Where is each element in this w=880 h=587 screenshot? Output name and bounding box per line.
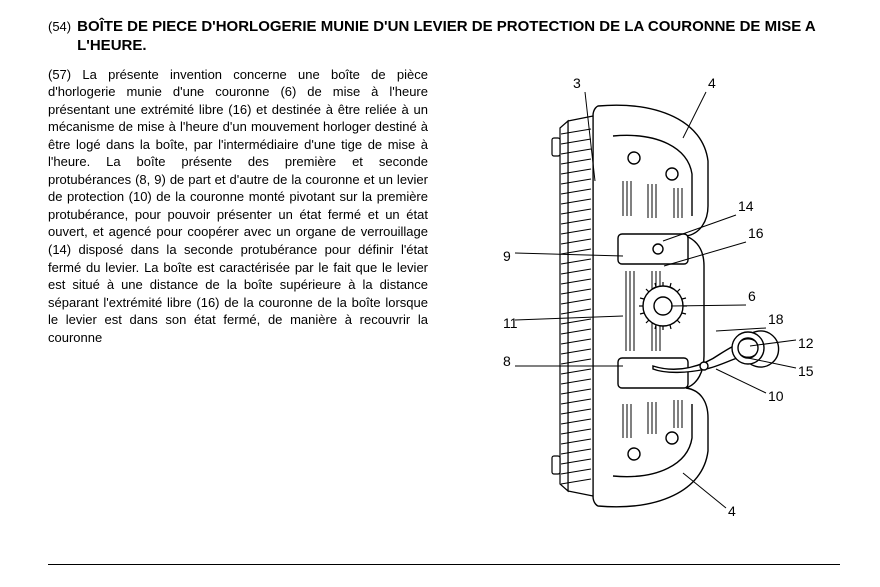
- abstract-text: (57) La présente invention concerne une …: [48, 66, 428, 347]
- title-text: BOÎTE DE PIECE D'HORLOGERIE MUNIE D'UN L…: [77, 18, 840, 56]
- title-row: (54) BOÎTE DE PIECE D'HORLOGERIE MUNIE D…: [48, 18, 840, 56]
- ref-label-4: 4: [728, 503, 736, 519]
- abstract-body: La présente invention concerne une boîte…: [48, 67, 428, 345]
- ref-label-11: 11: [503, 315, 518, 331]
- ref-label-9: 9: [503, 248, 511, 264]
- ref-label-8: 8: [503, 353, 511, 369]
- abstract-prefix: (57): [48, 67, 71, 82]
- patent-figure: 3 4 14 16 9 6 11 18 8 12 15 10 4: [428, 66, 840, 546]
- title-prefix: (54): [48, 18, 71, 34]
- separator-line: [48, 564, 840, 565]
- ref-label-15: 15: [798, 363, 814, 379]
- ref-label-6: 6: [748, 288, 756, 304]
- figure-svg: 3 4 14 16 9 6 11 18 8 12 15 10 4: [448, 66, 828, 536]
- ref-label-16: 16: [748, 225, 764, 241]
- ref-label-14: 14: [738, 198, 754, 214]
- ref-label-10: 10: [768, 388, 784, 404]
- ref-label-4: 4: [708, 75, 716, 91]
- ref-label-3: 3: [573, 75, 581, 91]
- ref-label-12: 12: [798, 335, 814, 351]
- ref-label-18: 18: [768, 311, 784, 327]
